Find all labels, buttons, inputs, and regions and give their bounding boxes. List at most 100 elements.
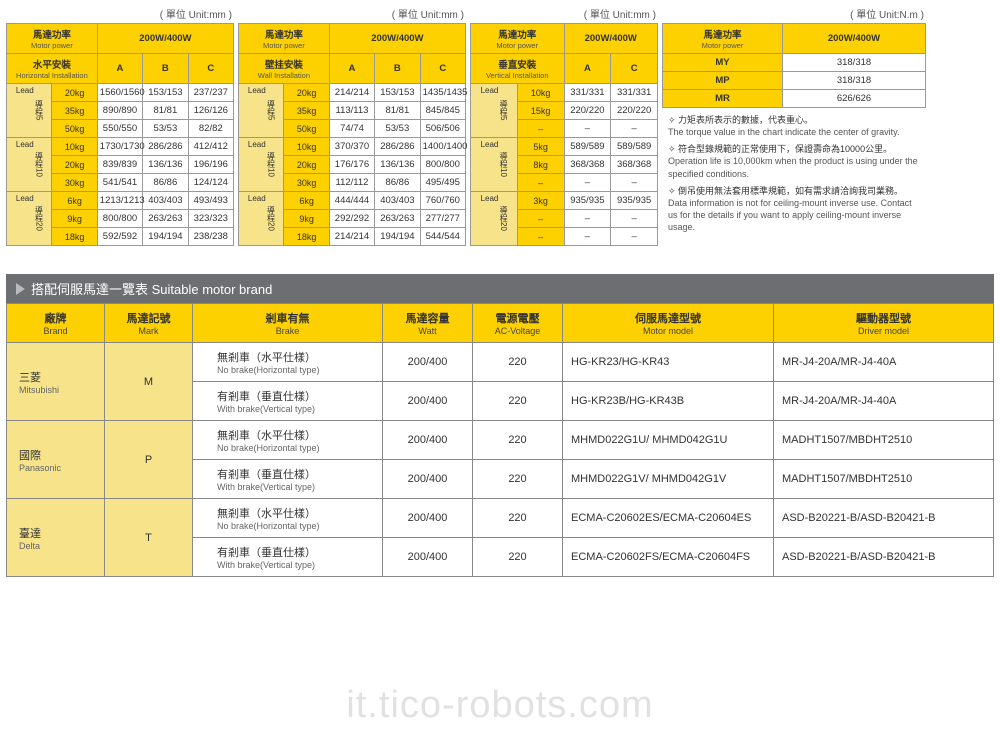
weight-cell: –: [517, 174, 564, 192]
value-cell: 126/126: [188, 102, 233, 120]
motor-model-cell: HG-KR23/HG-KR43: [563, 343, 774, 382]
brake-cell: 無剎車（水平仕樣）No brake(Horizontal type): [193, 421, 383, 460]
value-cell: 1213/1213: [97, 192, 142, 210]
value-cell: 1400/1400: [420, 138, 465, 156]
value-cell: –: [564, 174, 611, 192]
lead-header: 導程10Lead: [239, 138, 284, 192]
driver-model-cell: MR-J4-20A/MR-J4-40A: [774, 382, 994, 421]
torque-label: MP: [663, 72, 783, 90]
table-wall: ( 單位 Unit:mm ) 馬達功率Motor power 200W/400W…: [238, 6, 466, 246]
voltage-cell: 220: [473, 421, 563, 460]
value-cell: 153/153: [143, 84, 188, 102]
notes-block: ✧ 力矩表所表示的數據，代表重心。The torque value in the…: [662, 108, 922, 238]
weight-cell: 18kg: [52, 228, 97, 246]
value-cell: –: [611, 228, 658, 246]
note-item: ✧ 倒吊使用無法套用標準規範，如有需求請洽詢我司業務。Data informat…: [668, 185, 918, 234]
weight-cell: 8kg: [517, 156, 564, 174]
note-item: ✧ 力矩表所表示的數據，代表重心。The torque value in the…: [668, 114, 918, 138]
brake-cell: 無剎車（水平仕樣）No brake(Horizontal type): [193, 343, 383, 382]
value-cell: 845/845: [420, 102, 465, 120]
weight-cell: 20kg: [52, 156, 97, 174]
mark-cell: P: [105, 421, 193, 499]
chevron-icon: [16, 283, 25, 295]
motor-model-cell: ECMA-C20602ES/ECMA-C20604ES: [563, 499, 774, 538]
motor-col-header: 驅動器型號Driver model: [774, 304, 994, 343]
voltage-cell: 220: [473, 538, 563, 577]
torque-label: MY: [663, 54, 783, 72]
value-cell: 760/760: [420, 192, 465, 210]
spec-table-2: 馬達功率Motor power 200W/400W 壁挂安裝Wall Insta…: [238, 23, 466, 246]
brand-cell: 三菱Mitsubishi: [7, 343, 105, 421]
value-cell: 113/113: [329, 102, 374, 120]
value-cell: 136/136: [143, 156, 188, 174]
value-cell: 368/368: [611, 156, 658, 174]
value-cell: 220/220: [564, 102, 611, 120]
weight-cell: 20kg: [52, 84, 97, 102]
lead-header: 導程5Lead: [7, 84, 52, 138]
value-cell: 82/82: [188, 120, 233, 138]
install-header: 水平安裝Horizontal Installation: [7, 54, 98, 84]
watt-cell: 200/400: [383, 538, 473, 577]
voltage-cell: 220: [473, 382, 563, 421]
mark-cell: M: [105, 343, 193, 421]
value-cell: 331/331: [564, 84, 611, 102]
section-bar: 搭配伺服馬達一覽表 Suitable motor brand: [6, 274, 994, 303]
table-vertical: ( 單位 Unit:mm ) 馬達功率Motor power 200W/400W…: [470, 6, 658, 246]
motor-col-header: 剎車有無Brake: [193, 304, 383, 343]
brake-cell: 有剎車（垂直仕樣）With brake(Vertical type): [193, 460, 383, 499]
value-cell: 403/403: [375, 192, 420, 210]
value-cell: 53/53: [143, 120, 188, 138]
motor-col-header: 電源電壓AC-Voltage: [473, 304, 563, 343]
table-torque: ( 單位 Unit:N.m ) 馬達功率Motor power 200W/400…: [662, 6, 926, 108]
weight-cell: 20kg: [284, 156, 329, 174]
value-cell: 368/368: [564, 156, 611, 174]
voltage-cell: 220: [473, 343, 563, 382]
weight-cell: 10kg: [517, 84, 564, 102]
value-cell: 237/237: [188, 84, 233, 102]
watt-cell: 200/400: [383, 343, 473, 382]
col-c: C: [188, 54, 233, 84]
value-cell: 86/86: [143, 174, 188, 192]
value-cell: 550/550: [97, 120, 142, 138]
value-cell: 112/112: [329, 174, 374, 192]
value-cell: 1560/1560: [97, 84, 142, 102]
value-cell: 263/263: [375, 210, 420, 228]
table-horizontal: ( 單位 Unit:mm ) 馬達功率Motor power 200W/400W…: [6, 6, 234, 246]
value-cell: 1435/1435: [420, 84, 465, 102]
value-cell: 286/286: [143, 138, 188, 156]
value-cell: 74/74: [329, 120, 374, 138]
value-cell: 839/839: [97, 156, 142, 174]
lead-header: 導程20Lead: [239, 192, 284, 246]
driver-model-cell: MADHT1507/MBDHT2510: [774, 460, 994, 499]
motor-col-header: 廠牌Brand: [7, 304, 105, 343]
brand-cell: 國際Panasonic: [7, 421, 105, 499]
motor-col-header: 馬達容量Watt: [383, 304, 473, 343]
value-cell: 323/323: [188, 210, 233, 228]
value-cell: 370/370: [329, 138, 374, 156]
value-cell: 493/493: [188, 192, 233, 210]
mark-cell: T: [105, 499, 193, 577]
weight-cell: 9kg: [284, 210, 329, 228]
value-cell: 444/444: [329, 192, 374, 210]
torque-value: 626/626: [783, 90, 926, 108]
weight-cell: –: [517, 210, 564, 228]
weight-cell: 30kg: [284, 174, 329, 192]
value-cell: 331/331: [611, 84, 658, 102]
brand-cell: 臺達Delta: [7, 499, 105, 577]
value-cell: 286/286: [375, 138, 420, 156]
value-cell: 220/220: [611, 102, 658, 120]
weight-cell: 35kg: [284, 102, 329, 120]
weight-cell: 35kg: [52, 102, 97, 120]
torque-value: 318/318: [783, 72, 926, 90]
value-cell: 238/238: [188, 228, 233, 246]
voltage-cell: 220: [473, 499, 563, 538]
weight-cell: 20kg: [284, 84, 329, 102]
value-cell: 544/544: [420, 228, 465, 246]
value-cell: 800/800: [97, 210, 142, 228]
value-cell: 153/153: [375, 84, 420, 102]
power-value: 200W/400W: [97, 24, 233, 54]
note-item: ✧ 符合型錄規範的正常使用下，保證壽命為10000公里。Operation li…: [668, 143, 918, 179]
value-cell: 589/589: [611, 138, 658, 156]
value-cell: 890/890: [97, 102, 142, 120]
value-cell: –: [611, 174, 658, 192]
